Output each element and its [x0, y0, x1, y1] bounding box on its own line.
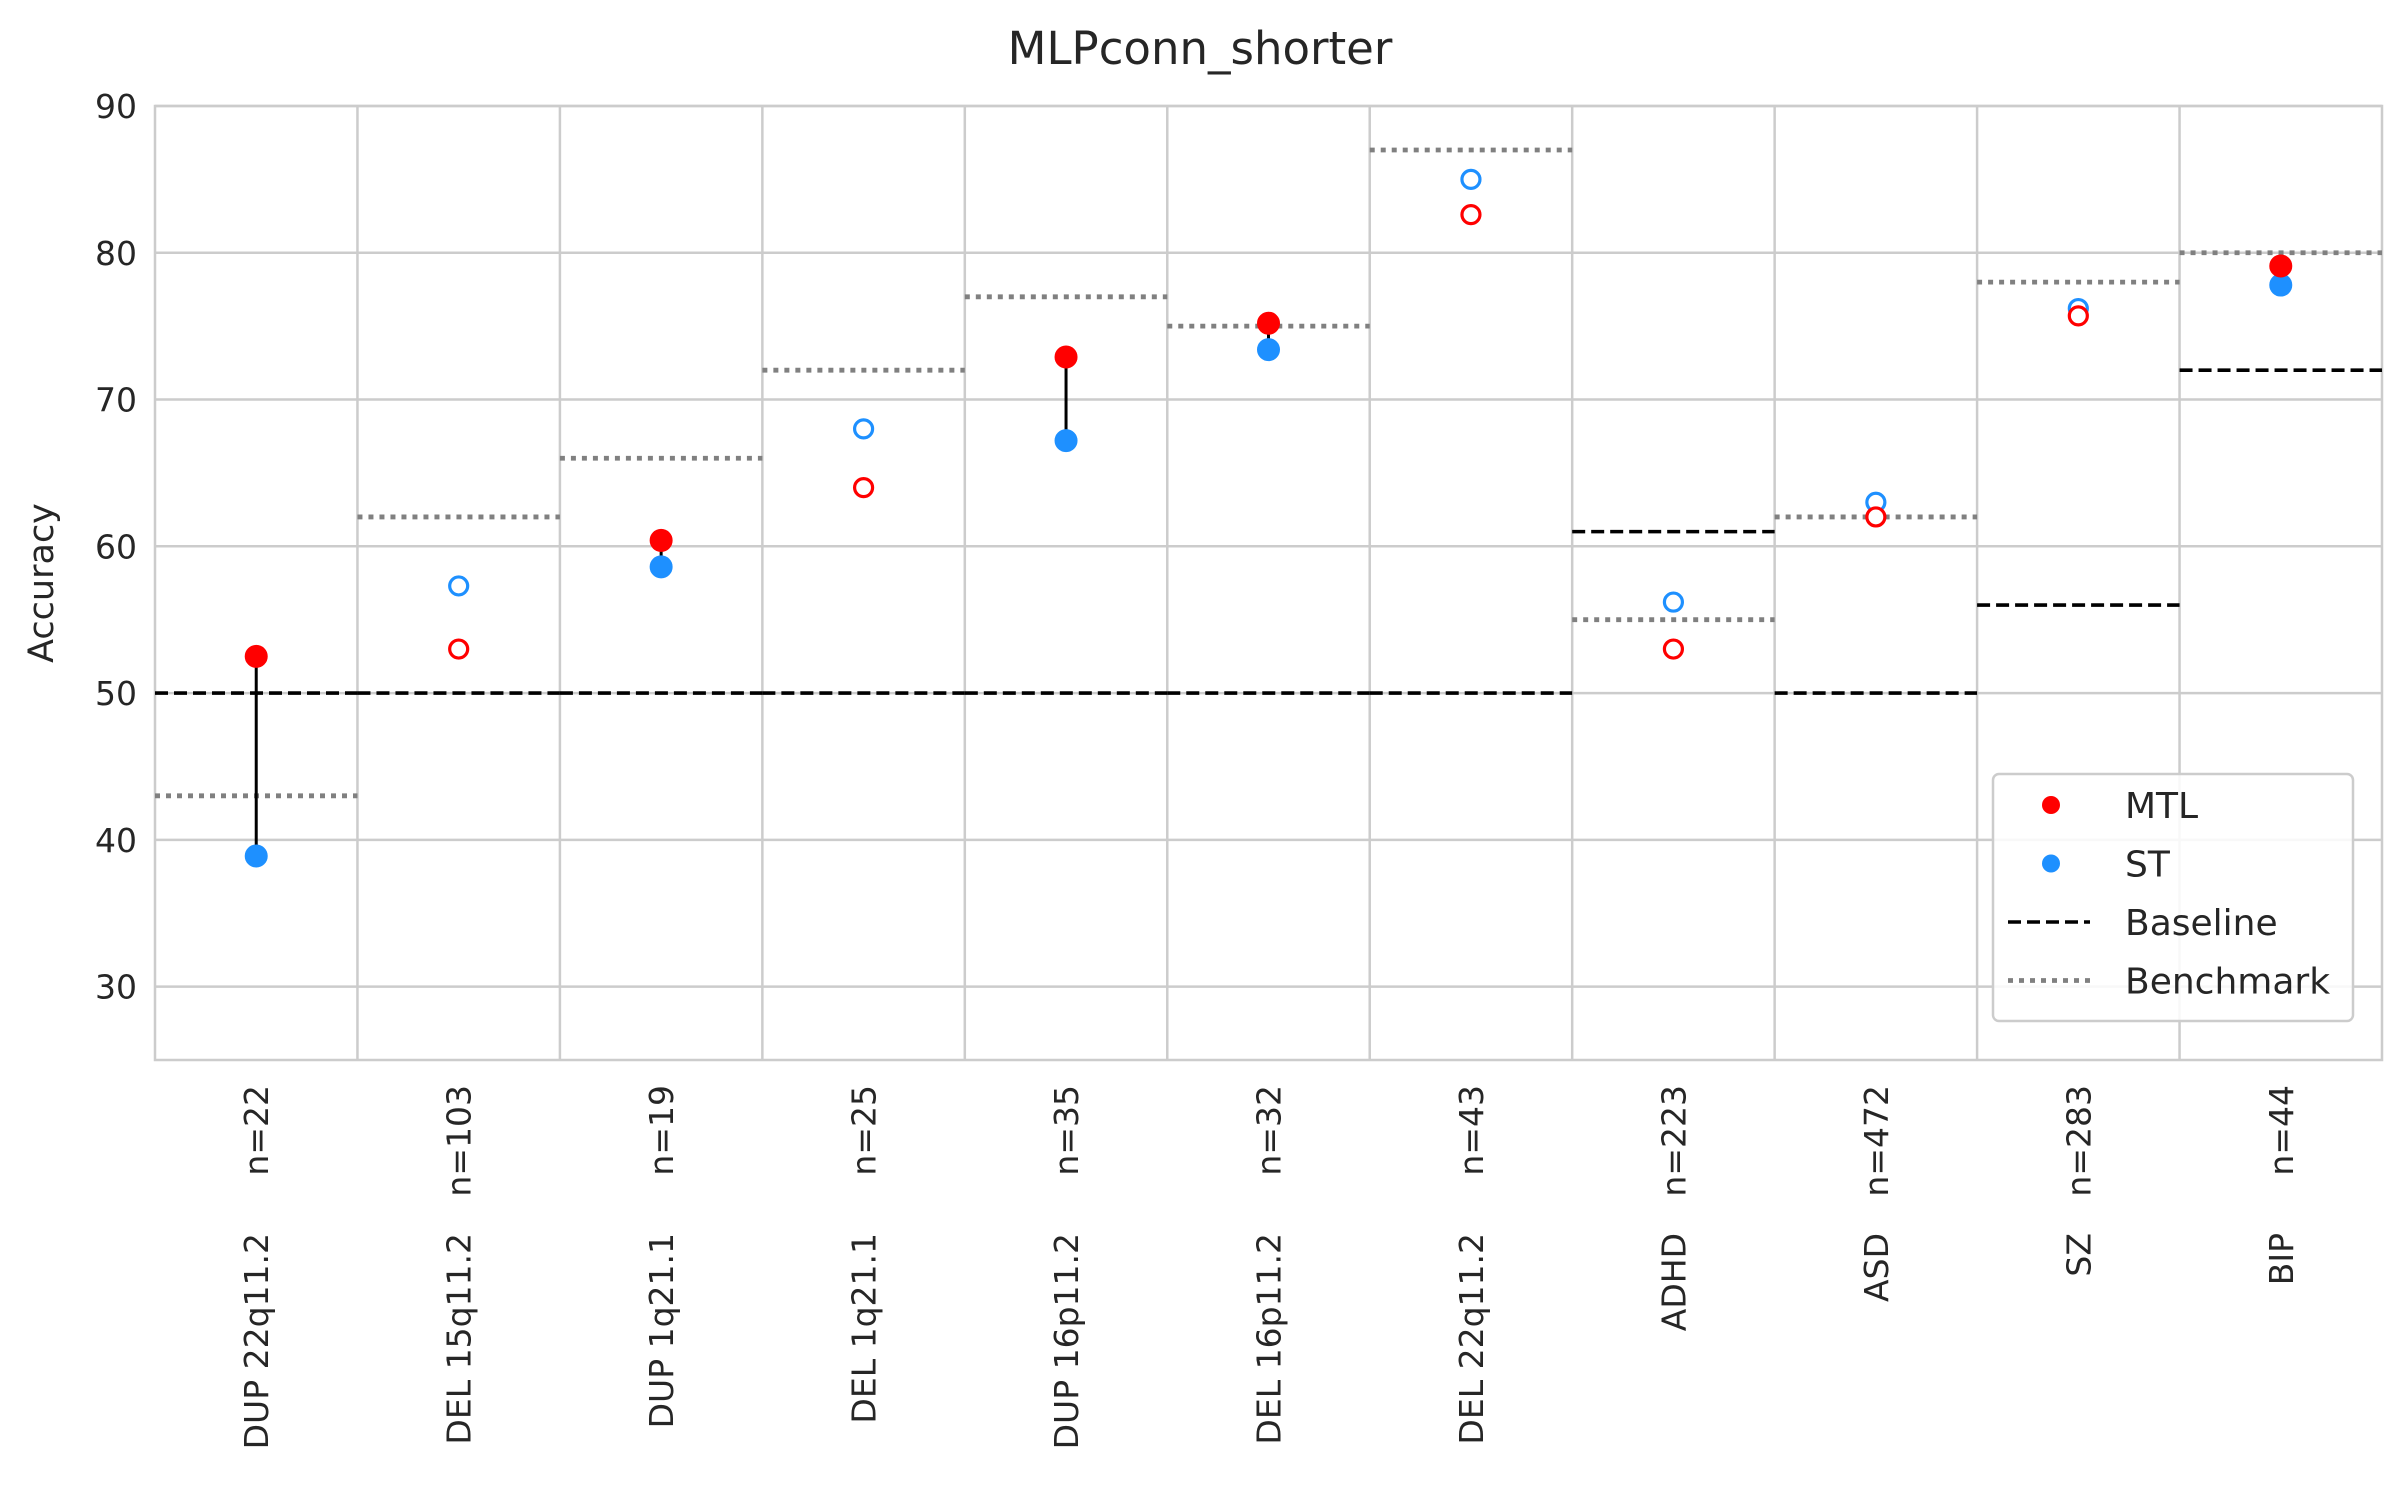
legend-marker-mtl [2042, 796, 2060, 814]
y-tick-label: 80 [95, 234, 137, 273]
grid [153, 104, 2384, 1062]
x-tick-category-label: DUP 22q11.2 [237, 1233, 276, 1449]
legend-box [1991, 772, 2355, 1023]
x-tick-n-label: n=103 [440, 1085, 479, 1197]
mtl-point [649, 528, 673, 552]
st-point [448, 575, 470, 597]
y-tick-label: 30 [95, 968, 137, 1007]
mtl-point [1460, 204, 1482, 226]
mtl-point [2067, 305, 2089, 327]
mtl-point [448, 638, 470, 660]
x-tick-category-label: DEL 22q11.2 [1452, 1233, 1491, 1445]
x-tick-n-label: n=283 [2059, 1085, 2098, 1197]
x-tick-n-label: n=35 [1047, 1085, 1086, 1176]
x-tick-n-label: n=25 [845, 1085, 884, 1176]
y-tick-labels: 30 40 50 60 70 80 90 [95, 87, 137, 1007]
x-tick-category-label: ASD [1857, 1233, 1896, 1302]
x-tick-n-label: n=43 [1452, 1085, 1491, 1176]
x-tick-n-label: n=472 [1857, 1085, 1896, 1197]
x-tick-category-label: DEL 1q21.1 [845, 1233, 884, 1424]
legend-marker-st [2042, 854, 2060, 873]
st-point [1460, 168, 1482, 190]
y-tick-label: 40 [95, 821, 137, 860]
chart-title: MLPconn_shorter [1008, 22, 1393, 75]
st-point [1054, 429, 1078, 453]
mtl-point [852, 477, 875, 499]
baseline-lines [155, 368, 2382, 695]
st-point [852, 418, 875, 440]
x-tick-n-label: n=44 [2262, 1085, 2301, 1176]
st-point [2269, 273, 2293, 297]
x-tick-category-label: BIP [2262, 1233, 2301, 1285]
st-point [1662, 591, 1685, 613]
legend-label-st: ST [2125, 845, 2171, 886]
benchmark-lines [155, 147, 2382, 799]
x-tick-n-label: n=32 [1250, 1085, 1289, 1176]
mtl-point [2269, 254, 2293, 278]
x-tick-n-label: n=19 [642, 1085, 681, 1176]
data-points [244, 168, 2293, 868]
legend-label-mtl: MTL [2125, 786, 2198, 827]
x-tick-category-label: DEL 15q11.2 [440, 1233, 479, 1445]
y-tick-label: 60 [95, 527, 137, 566]
st-point [649, 555, 673, 579]
x-tick-n-label: n=223 [1654, 1085, 1693, 1197]
legend-label-baseline: Baseline [2125, 903, 2278, 944]
legend: MTL ST Baseline Benchmark [1991, 772, 2355, 1023]
y-tick-label: 50 [95, 674, 137, 713]
mtl-point [1662, 638, 1685, 660]
x-tick-category-label: DEL 16p11.2 [1250, 1233, 1289, 1445]
y-axis-label: Accuracy [22, 503, 62, 663]
st-point [1257, 338, 1280, 362]
mtl-point [1054, 345, 1078, 369]
x-tick-category-label: SZ [2059, 1233, 2098, 1277]
x-tick-n-label: n=22 [237, 1085, 276, 1176]
x-tick-labels: n=22 DUP 22q11.2 n=103 DEL 15q11.2 n=19 DUP 1… [237, 1085, 2301, 1449]
mtl-point [1257, 311, 1280, 335]
st-point [244, 844, 268, 868]
mtl-point [1865, 506, 1887, 528]
y-tick-label: 70 [95, 381, 137, 420]
legend-label-benchmark: Benchmark [2125, 962, 2330, 1003]
mtl-point [244, 644, 268, 668]
x-tick-category-label: DUP 1q21.1 [642, 1233, 681, 1428]
x-tick-category-label: ADHD [1654, 1233, 1693, 1331]
y-tick-label: 90 [95, 87, 137, 126]
x-tick-category-label: DUP 16p11.2 [1047, 1233, 1086, 1449]
